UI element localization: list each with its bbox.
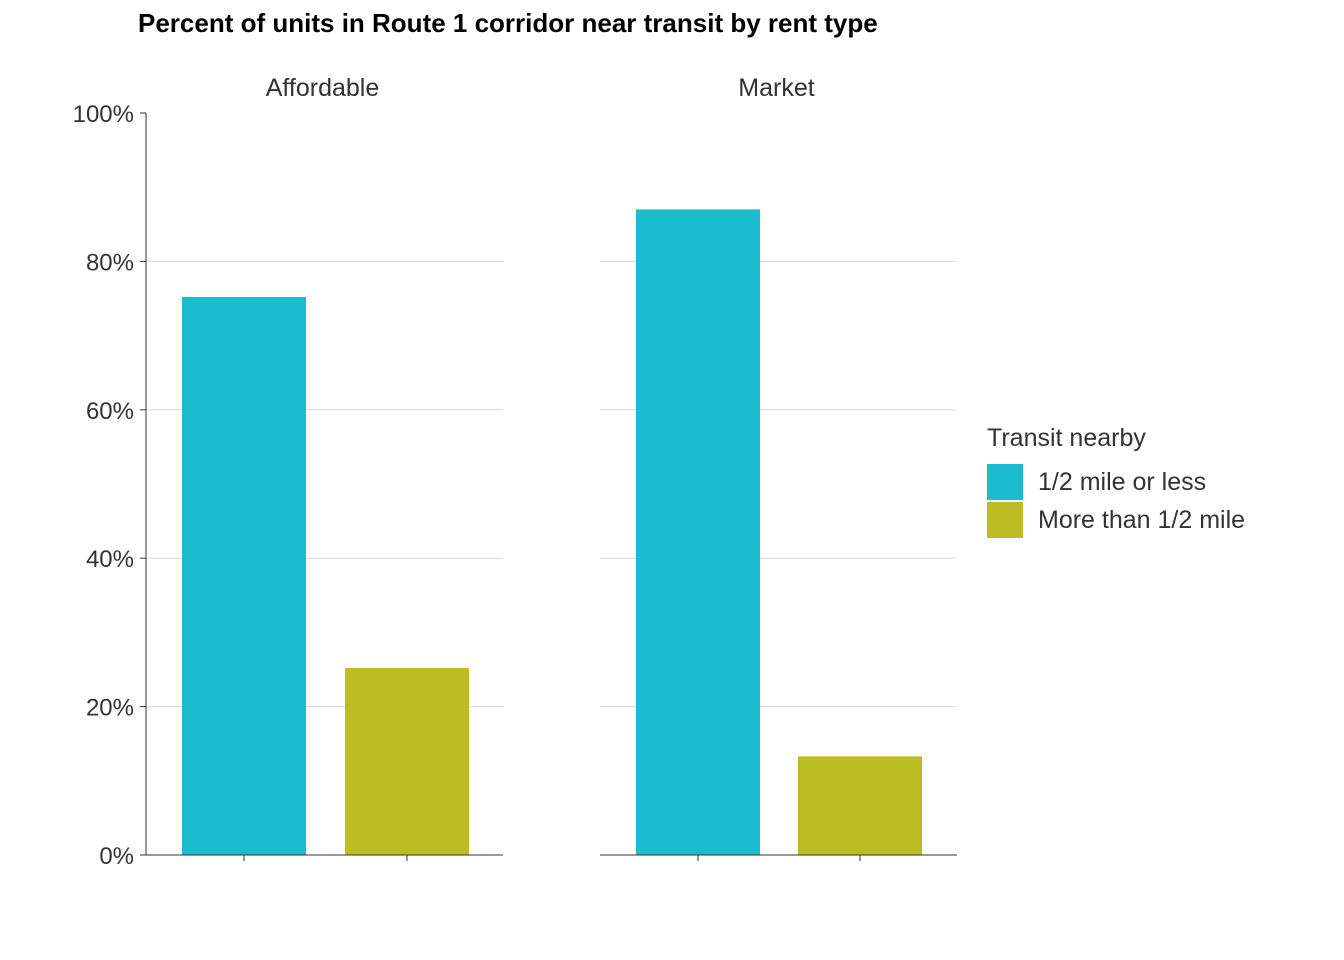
- y-tick-label: 0%: [99, 843, 134, 870]
- y-tick-label: 40%: [86, 546, 134, 573]
- facet-label-market: Market: [738, 74, 814, 102]
- legend-item-near: 1/2 mile or less: [987, 463, 1245, 501]
- bar-market-far: [798, 756, 922, 855]
- chart-title: Percent of units in Route 1 corridor nea…: [138, 8, 878, 38]
- legend: Transit nearby 1/2 mile or less More tha…: [987, 424, 1245, 539]
- legend-swatch-near: [987, 464, 1023, 500]
- legend-item-far: More than 1/2 mile: [987, 501, 1245, 539]
- legend-label-far: More than 1/2 mile: [1038, 505, 1246, 534]
- bar-affordable-far: [345, 668, 469, 855]
- bar-market-near: [636, 209, 760, 855]
- legend-label-near: 1/2 mile or less: [1038, 467, 1207, 496]
- legend-title: Transit nearby: [987, 424, 1146, 452]
- bar-affordable-near: [182, 297, 306, 855]
- y-tick-label: 80%: [86, 249, 134, 276]
- y-tick-label: 60%: [86, 398, 134, 425]
- y-tick-label: 100%: [73, 101, 134, 128]
- y-tick-label: 20%: [86, 695, 134, 722]
- facet-label-affordable: Affordable: [266, 74, 380, 102]
- legend-swatch-far: [987, 502, 1023, 538]
